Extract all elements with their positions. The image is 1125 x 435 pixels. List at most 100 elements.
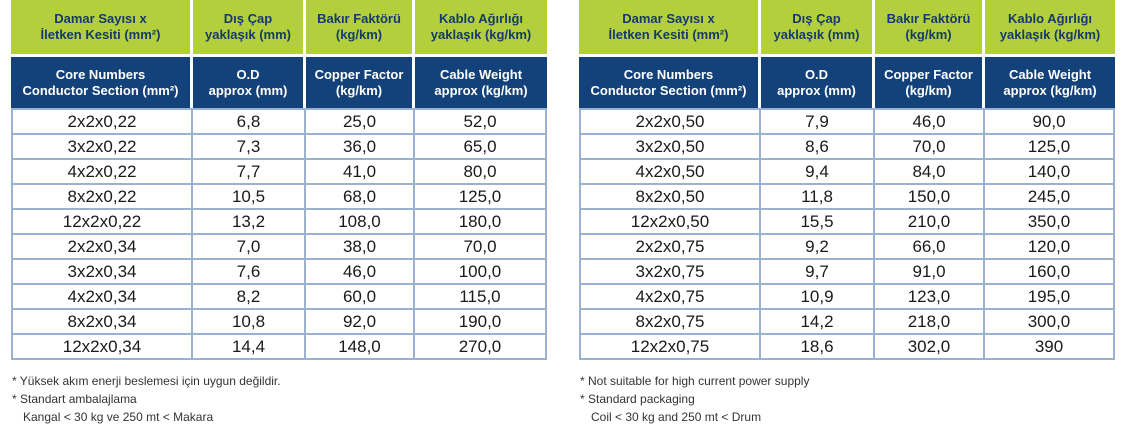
note-packaging-detail: Kangal < 30 kg ve 250 mt < Makara bbox=[23, 410, 214, 424]
cell-copper-factor: 150,0 bbox=[875, 185, 985, 210]
cell-od: 7,7 bbox=[193, 160, 306, 185]
note-packaging: * Standart ambalajlama bbox=[12, 392, 137, 406]
cell-core-section: 4x2x0,22 bbox=[11, 160, 193, 185]
header-row-english: Core Numbers Conductor Section (mm²) O.D a… bbox=[11, 54, 547, 108]
cell-copper-factor: 218,0 bbox=[875, 310, 985, 335]
cell-cable-weight: 390 bbox=[985, 335, 1115, 360]
header-row-english: Core Numbers Conductor Section (mm²) O.D a… bbox=[579, 54, 1115, 108]
cell-copper-factor: 92,0 bbox=[306, 310, 415, 335]
table-row: 4x2x0,75 10,9 123,0 195,0 bbox=[579, 285, 1115, 310]
cell-cable-weight: 52,0 bbox=[415, 108, 547, 135]
cell-copper-factor: 36,0 bbox=[306, 135, 415, 160]
header-core-tr: Damar Sayısı x İletken Kesiti (mm²) bbox=[579, 0, 761, 54]
table-row: 3x2x0,50 8,6 70,0 125,0 bbox=[579, 135, 1115, 160]
cell-core-section: 2x2x0,75 bbox=[579, 235, 761, 260]
cell-core-section: 12x2x0,34 bbox=[11, 335, 193, 360]
table-row: 8x2x0,50 11,8 150,0 245,0 bbox=[579, 185, 1115, 210]
cell-core-section: 8x2x0,34 bbox=[11, 310, 193, 335]
header-row-turkish: Damar Sayısı x İletken Kesiti (mm²) Dış Ç… bbox=[579, 0, 1115, 54]
footnotes-english: * Not suitable for high current power su… bbox=[580, 372, 809, 426]
cell-core-section: 12x2x0,22 bbox=[11, 210, 193, 235]
cell-core-section: 8x2x0,75 bbox=[579, 310, 761, 335]
cell-cable-weight: 245,0 bbox=[985, 185, 1115, 210]
table-row: 12x2x0,50 15,5 210,0 350,0 bbox=[579, 210, 1115, 235]
table-row: 8x2x0,22 10,5 68,0 125,0 bbox=[11, 185, 547, 210]
cell-core-section: 2x2x0,34 bbox=[11, 235, 193, 260]
table-row: 2x2x0,22 6,8 25,0 52,0 bbox=[11, 108, 547, 135]
header-od-tr: Dış Çap yaklaşık (mm) bbox=[761, 0, 875, 54]
cell-cable-weight: 180,0 bbox=[415, 210, 547, 235]
cell-copper-factor: 38,0 bbox=[306, 235, 415, 260]
cell-cable-weight: 80,0 bbox=[415, 160, 547, 185]
header-row-turkish: Damar Sayısı x İletken Kesiti (mm²) Dış Ç… bbox=[11, 0, 547, 54]
cell-od: 9,7 bbox=[761, 260, 875, 285]
table-row: 3x2x0,22 7,3 36,0 65,0 bbox=[11, 135, 547, 160]
cell-cable-weight: 300,0 bbox=[985, 310, 1115, 335]
table-row: 4x2x0,50 9,4 84,0 140,0 bbox=[579, 160, 1115, 185]
cell-core-section: 2x2x0,22 bbox=[11, 108, 193, 135]
cable-spec-table-right: Damar Sayısı x İletken Kesiti (mm²) Dış Ç… bbox=[579, 0, 1115, 360]
cell-cable-weight: 350,0 bbox=[985, 210, 1115, 235]
header-copper-en: Copper Factor (kg/km) bbox=[875, 54, 985, 108]
table-row: 8x2x0,34 10,8 92,0 190,0 bbox=[11, 310, 547, 335]
table-row: 4x2x0,34 8,2 60,0 115,0 bbox=[11, 285, 547, 310]
cell-copper-factor: 66,0 bbox=[875, 235, 985, 260]
header-copper-en: Copper Factor (kg/km) bbox=[306, 54, 415, 108]
cell-od: 10,5 bbox=[193, 185, 306, 210]
cell-cable-weight: 115,0 bbox=[415, 285, 547, 310]
cell-od: 10,9 bbox=[761, 285, 875, 310]
footnotes-turkish: * Yüksek akım enerji beslemesi için uygu… bbox=[12, 372, 281, 426]
table-row: 8x2x0,75 14,2 218,0 300,0 bbox=[579, 310, 1115, 335]
table-row: 12x2x0,22 13,2 108,0 180,0 bbox=[11, 210, 547, 235]
cell-od: 6,8 bbox=[193, 108, 306, 135]
cell-cable-weight: 125,0 bbox=[415, 185, 547, 210]
table-row: 3x2x0,34 7,6 46,0 100,0 bbox=[11, 260, 547, 285]
cell-core-section: 3x2x0,75 bbox=[579, 260, 761, 285]
cell-copper-factor: 108,0 bbox=[306, 210, 415, 235]
cell-cable-weight: 270,0 bbox=[415, 335, 547, 360]
cell-core-section: 12x2x0,50 bbox=[579, 210, 761, 235]
cell-od: 7,6 bbox=[193, 260, 306, 285]
cell-od: 9,2 bbox=[761, 235, 875, 260]
note-high-current: * Yüksek akım enerji beslemesi için uygu… bbox=[12, 374, 281, 388]
cell-core-section: 8x2x0,22 bbox=[11, 185, 193, 210]
cell-cable-weight: 100,0 bbox=[415, 260, 547, 285]
note-high-current: * Not suitable for high current power su… bbox=[580, 374, 810, 388]
table-row: 2x2x0,50 7,9 46,0 90,0 bbox=[579, 108, 1115, 135]
cell-od: 8,2 bbox=[193, 285, 306, 310]
cell-copper-factor: 46,0 bbox=[306, 260, 415, 285]
cell-copper-factor: 302,0 bbox=[875, 335, 985, 360]
table-row: 3x2x0,75 9,7 91,0 160,0 bbox=[579, 260, 1115, 285]
cell-od: 7,3 bbox=[193, 135, 306, 160]
cell-od: 11,8 bbox=[761, 185, 875, 210]
header-core-en: Core Numbers Conductor Section (mm²) bbox=[11, 54, 193, 108]
cell-od: 14,4 bbox=[193, 335, 306, 360]
cell-cable-weight: 90,0 bbox=[985, 108, 1115, 135]
cell-copper-factor: 123,0 bbox=[875, 285, 985, 310]
cell-core-section: 3x2x0,34 bbox=[11, 260, 193, 285]
cell-core-section: 12x2x0,75 bbox=[579, 335, 761, 360]
cell-cable-weight: 70,0 bbox=[415, 235, 547, 260]
header-core-tr: Damar Sayısı x İletken Kesiti (mm²) bbox=[11, 0, 193, 54]
header-copper-tr: Bakır Faktörü (kg/km) bbox=[875, 0, 985, 54]
cell-copper-factor: 91,0 bbox=[875, 260, 985, 285]
cell-copper-factor: 41,0 bbox=[306, 160, 415, 185]
cell-cable-weight: 195,0 bbox=[985, 285, 1115, 310]
cell-copper-factor: 84,0 bbox=[875, 160, 985, 185]
cell-core-section: 3x2x0,50 bbox=[579, 135, 761, 160]
header-copper-tr: Bakır Faktörü (kg/km) bbox=[306, 0, 415, 54]
table-row: 2x2x0,34 7,0 38,0 70,0 bbox=[11, 235, 547, 260]
cell-cable-weight: 140,0 bbox=[985, 160, 1115, 185]
header-core-en: Core Numbers Conductor Section (mm²) bbox=[579, 54, 761, 108]
cell-cable-weight: 65,0 bbox=[415, 135, 547, 160]
cell-od: 14,2 bbox=[761, 310, 875, 335]
cell-od: 15,5 bbox=[761, 210, 875, 235]
note-packaging-detail: Coil < 30 kg and 250 mt < Drum bbox=[591, 410, 762, 424]
cell-od: 7,0 bbox=[193, 235, 306, 260]
cell-core-section: 3x2x0,22 bbox=[11, 135, 193, 160]
cell-cable-weight: 160,0 bbox=[985, 260, 1115, 285]
cell-core-section: 4x2x0,50 bbox=[579, 160, 761, 185]
header-weight-tr: Kablo Ağırlığı yaklaşık (kg/km) bbox=[415, 0, 547, 54]
table-row: 12x2x0,75 18,6 302,0 390 bbox=[579, 335, 1115, 360]
cell-copper-factor: 60,0 bbox=[306, 285, 415, 310]
